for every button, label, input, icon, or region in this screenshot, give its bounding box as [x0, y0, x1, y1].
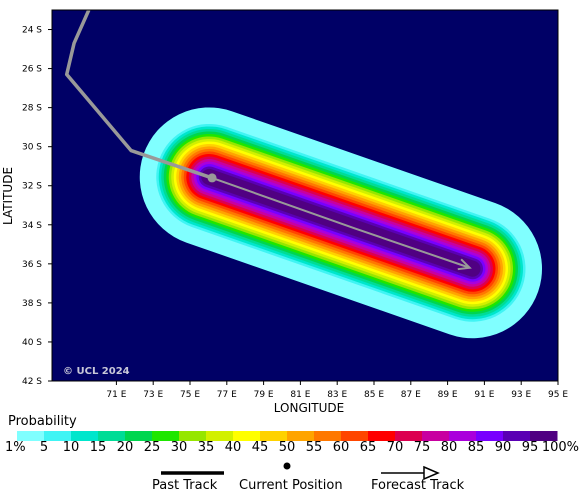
legend-swatch	[476, 431, 504, 441]
current-position-key-icon	[283, 462, 291, 470]
legend-label: 85	[467, 440, 485, 455]
x-tick-label: 73 E	[143, 390, 163, 400]
y-axis-ticks: 24 S 26 S 28 S 30 S 32 S 34 S 36 S 38 S 40 S 42 S	[22, 26, 52, 387]
legend-swatch	[395, 431, 423, 441]
y-tick-label: 32 S	[22, 182, 42, 192]
past-track-line	[64, 10, 213, 180]
probability-color-bar	[17, 431, 558, 441]
y-tick-label: 30 S	[22, 143, 42, 153]
forecast-arrowhead	[457, 258, 472, 271]
legend-label: 90	[494, 440, 512, 455]
forecast-track-key-label: Forecast Track	[371, 478, 465, 493]
plot-frame	[51, 9, 559, 382]
legend-swatch	[341, 431, 369, 441]
legend-label: 5	[39, 440, 49, 455]
past-track-key-label: Past Track	[152, 478, 218, 493]
legend-label: 1%	[5, 440, 26, 455]
x-tick-label: 81 E	[290, 390, 310, 400]
legend-label: 30	[170, 440, 188, 455]
x-axis-title: LONGITUDE	[274, 401, 344, 415]
y-tick-label: 42 S	[22, 377, 42, 387]
x-tick-label: 87 E	[401, 390, 421, 400]
legend-title: Probability	[8, 414, 77, 429]
current-position-marker	[207, 173, 217, 183]
legend-swatch	[449, 431, 477, 441]
legend-swatch	[152, 431, 180, 441]
legend-swatch	[530, 431, 558, 441]
legend-swatch	[233, 431, 261, 441]
y-tick-label: 36 S	[22, 260, 42, 270]
legend-swatch	[44, 431, 72, 441]
legend-label: 50	[278, 440, 296, 455]
legend-label: 15	[89, 440, 107, 455]
x-tick-label: 83 E	[327, 390, 347, 400]
legend-swatch	[503, 431, 531, 441]
legend-swatch	[422, 431, 450, 441]
y-tick-label: 40 S	[22, 338, 42, 348]
legend-label: 25	[143, 440, 161, 455]
legend-swatch	[206, 431, 234, 441]
x-tick-label: 89 E	[438, 390, 458, 400]
legend-swatch	[98, 431, 126, 441]
legend-label: 80	[440, 440, 458, 455]
legend-label: 10	[62, 440, 80, 455]
x-tick-label: 95 E	[548, 390, 568, 400]
legend-swatch	[287, 431, 315, 441]
y-tick-label: 24 S	[22, 26, 42, 36]
legend-label: 70	[386, 440, 404, 455]
legend-swatch	[314, 431, 342, 441]
legend-label: 95	[521, 440, 539, 455]
legend-swatch	[179, 431, 207, 441]
x-tick-label: 91 E	[474, 390, 494, 400]
legend-swatch	[260, 431, 288, 441]
legend-swatch	[368, 431, 396, 441]
storm-tracks	[64, 10, 472, 271]
current-position-key-label: Current Position	[239, 478, 343, 493]
legend-label: 40	[224, 440, 242, 455]
x-tick-label: 79 E	[254, 390, 274, 400]
legend-label: 55	[305, 440, 323, 455]
forecast-track-key-icon	[381, 465, 440, 481]
legend-label: 60	[332, 440, 350, 455]
legend-label: 65	[359, 440, 377, 455]
legend-swatch	[17, 431, 45, 441]
y-tick-label: 26 S	[22, 65, 42, 75]
legend-label: 100%	[541, 440, 579, 455]
x-tick-label: 77 E	[217, 390, 237, 400]
legend-label: 35	[197, 440, 215, 455]
x-tick-label: 85 E	[364, 390, 384, 400]
x-tick-label: 93 E	[511, 390, 531, 400]
y-axis-title: LATITUDE	[1, 167, 15, 225]
x-axis-ticks: 71 E 73 E 75 E 77 E 79 E 81 E 83 E 85 E 87 E 89 E…	[106, 381, 568, 400]
legend-swatch	[71, 431, 99, 441]
y-tick-label: 28 S	[22, 104, 42, 114]
legend-label: 45	[251, 440, 269, 455]
legend-swatch	[125, 431, 153, 441]
copyright-text: © UCL 2024	[63, 366, 130, 377]
legend-label: 75	[413, 440, 431, 455]
x-tick-label: 75 E	[180, 390, 200, 400]
y-tick-label: 34 S	[22, 221, 42, 231]
forecast-track-line	[211, 176, 471, 269]
y-tick-label: 38 S	[22, 299, 42, 309]
x-tick-label: 71 E	[106, 390, 126, 400]
legend-label: 20	[116, 440, 134, 455]
